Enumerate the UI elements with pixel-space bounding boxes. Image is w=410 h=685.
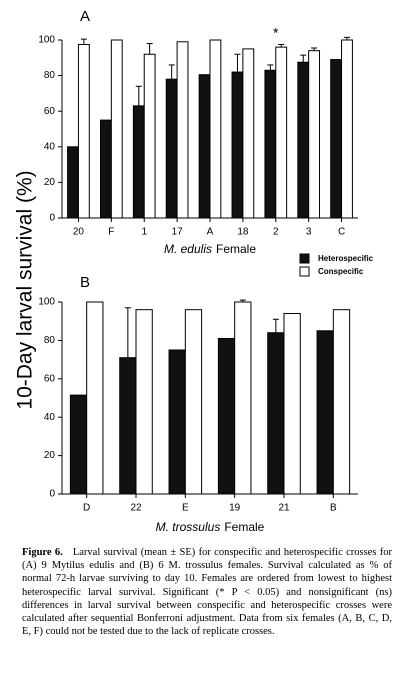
error-bar xyxy=(80,38,87,45)
x-tick-label: 20 xyxy=(73,227,85,238)
error-bar xyxy=(234,53,241,73)
x-tick-label: B xyxy=(330,503,337,514)
panel-label: B xyxy=(80,274,90,291)
x-tick-label: D xyxy=(83,503,90,514)
bar xyxy=(99,119,112,219)
caption: Figure 6. Larval survival (mean ± SE) fo… xyxy=(22,546,392,638)
x-tick-label: 1 xyxy=(141,227,147,238)
y-tick-label: 80 xyxy=(44,335,56,346)
x-tick-label: 18 xyxy=(237,227,249,238)
x-tick-label: 21 xyxy=(278,503,290,514)
bar xyxy=(168,349,186,495)
bar xyxy=(184,309,203,495)
bar xyxy=(242,48,255,219)
bar xyxy=(132,105,145,219)
x-tick-label: 22 xyxy=(130,503,142,514)
y-tick-label: 40 xyxy=(44,141,56,152)
x-tick-label: F xyxy=(108,227,114,238)
y-tick-label: 20 xyxy=(44,450,56,461)
bar xyxy=(176,41,189,219)
bar xyxy=(198,74,211,219)
bar xyxy=(297,61,310,219)
y-tick-label: 60 xyxy=(44,373,56,384)
y-tick-label: 0 xyxy=(49,213,55,224)
bar xyxy=(234,301,252,495)
error-bar xyxy=(124,307,131,358)
x-axis-label-part: Female xyxy=(224,520,264,534)
bar xyxy=(135,309,153,495)
bar xyxy=(209,39,222,219)
error-bar xyxy=(300,54,307,63)
y-tick-label: 100 xyxy=(38,297,55,308)
bar xyxy=(283,313,301,495)
x-axis-label-part: Female xyxy=(216,242,256,256)
bar xyxy=(275,46,288,219)
bar xyxy=(143,53,156,219)
bar xyxy=(165,78,178,219)
x-tick-label: 3 xyxy=(306,227,312,238)
y-tick-label: 0 xyxy=(49,489,55,500)
bar xyxy=(332,309,351,495)
error-bar xyxy=(267,64,274,71)
error-bar xyxy=(135,85,142,106)
legend-label: Heterospecific xyxy=(318,254,374,263)
x-axis-label-part: M. trossulus xyxy=(156,520,221,534)
figure: 10-Day larval survival (%) A020406080100… xyxy=(14,8,374,534)
bar xyxy=(119,357,137,495)
y-tick-label: 60 xyxy=(44,106,56,117)
error-bar xyxy=(168,64,175,80)
bar xyxy=(330,59,343,219)
bar xyxy=(231,71,244,219)
legend-swatch xyxy=(299,253,310,264)
bar xyxy=(69,394,88,495)
x-tick-label: 17 xyxy=(172,227,184,238)
legend-label: Conspecific xyxy=(318,267,364,276)
legend-swatch xyxy=(299,266,310,277)
y-tick-label: 80 xyxy=(44,70,56,81)
x-axis-label: M. trossulus Female xyxy=(156,520,265,534)
bar xyxy=(308,50,321,219)
x-tick-label: A xyxy=(207,227,214,238)
y-axis-label: 10-Day larval survival (%) xyxy=(14,170,37,409)
x-axis-label-part: M. edulis xyxy=(164,242,212,256)
error-bar xyxy=(311,47,318,51)
x-tick-label: C xyxy=(338,227,345,238)
panel-label: A xyxy=(80,8,90,25)
y-tick-label: 20 xyxy=(44,177,56,188)
y-tick-label: 40 xyxy=(44,412,56,423)
bar xyxy=(77,43,90,219)
error-bar xyxy=(146,43,153,55)
bar xyxy=(316,330,334,495)
caption-text: Larval survival (mean ± SE) for conspeci… xyxy=(22,547,392,638)
x-tick-label: 19 xyxy=(229,503,241,514)
annotation: * xyxy=(273,25,279,41)
bar xyxy=(341,39,353,219)
x-tick-label: 2 xyxy=(273,227,279,238)
error-bar xyxy=(278,43,285,48)
caption-label: Figure 6. xyxy=(22,547,63,558)
error-bar xyxy=(272,318,279,333)
bar xyxy=(67,146,79,219)
y-tick-label: 100 xyxy=(38,35,55,46)
bar xyxy=(86,301,104,495)
error-bar xyxy=(343,36,350,40)
bar xyxy=(217,337,236,495)
x-tick-label: E xyxy=(182,503,189,514)
bar xyxy=(264,69,277,219)
bar xyxy=(267,332,285,495)
x-axis-label: M. edulis Female xyxy=(164,242,256,256)
error-bar xyxy=(239,299,246,302)
bar xyxy=(110,39,123,219)
